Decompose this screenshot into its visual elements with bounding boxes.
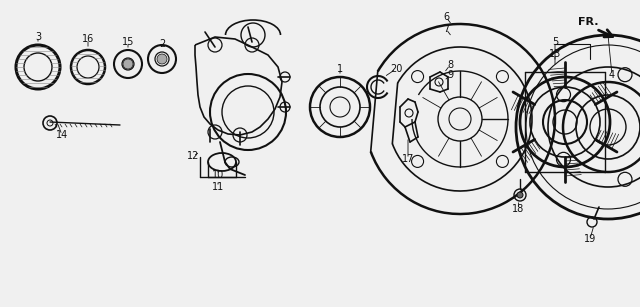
Text: 10: 10 xyxy=(212,170,224,180)
Text: 12: 12 xyxy=(187,151,199,161)
Text: 17: 17 xyxy=(402,154,414,164)
Text: 14: 14 xyxy=(56,130,68,140)
Text: 2: 2 xyxy=(159,39,165,49)
Text: 18: 18 xyxy=(512,204,524,214)
Text: 13: 13 xyxy=(549,49,561,59)
Text: FR.: FR. xyxy=(578,17,598,27)
Text: 11: 11 xyxy=(212,182,224,192)
Text: 19: 19 xyxy=(584,234,596,244)
Circle shape xyxy=(157,54,167,64)
Text: 4: 4 xyxy=(609,70,615,80)
Circle shape xyxy=(517,192,523,198)
Text: 9: 9 xyxy=(447,70,453,80)
Text: 1: 1 xyxy=(337,64,343,74)
Text: 5: 5 xyxy=(552,37,558,47)
Text: 16: 16 xyxy=(82,34,94,44)
Text: 6: 6 xyxy=(443,12,449,22)
Text: 20: 20 xyxy=(390,64,402,74)
Circle shape xyxy=(123,59,133,69)
Text: 7: 7 xyxy=(443,24,449,34)
Text: 8: 8 xyxy=(447,60,453,70)
Text: 15: 15 xyxy=(122,37,134,47)
Text: 3: 3 xyxy=(35,32,41,42)
